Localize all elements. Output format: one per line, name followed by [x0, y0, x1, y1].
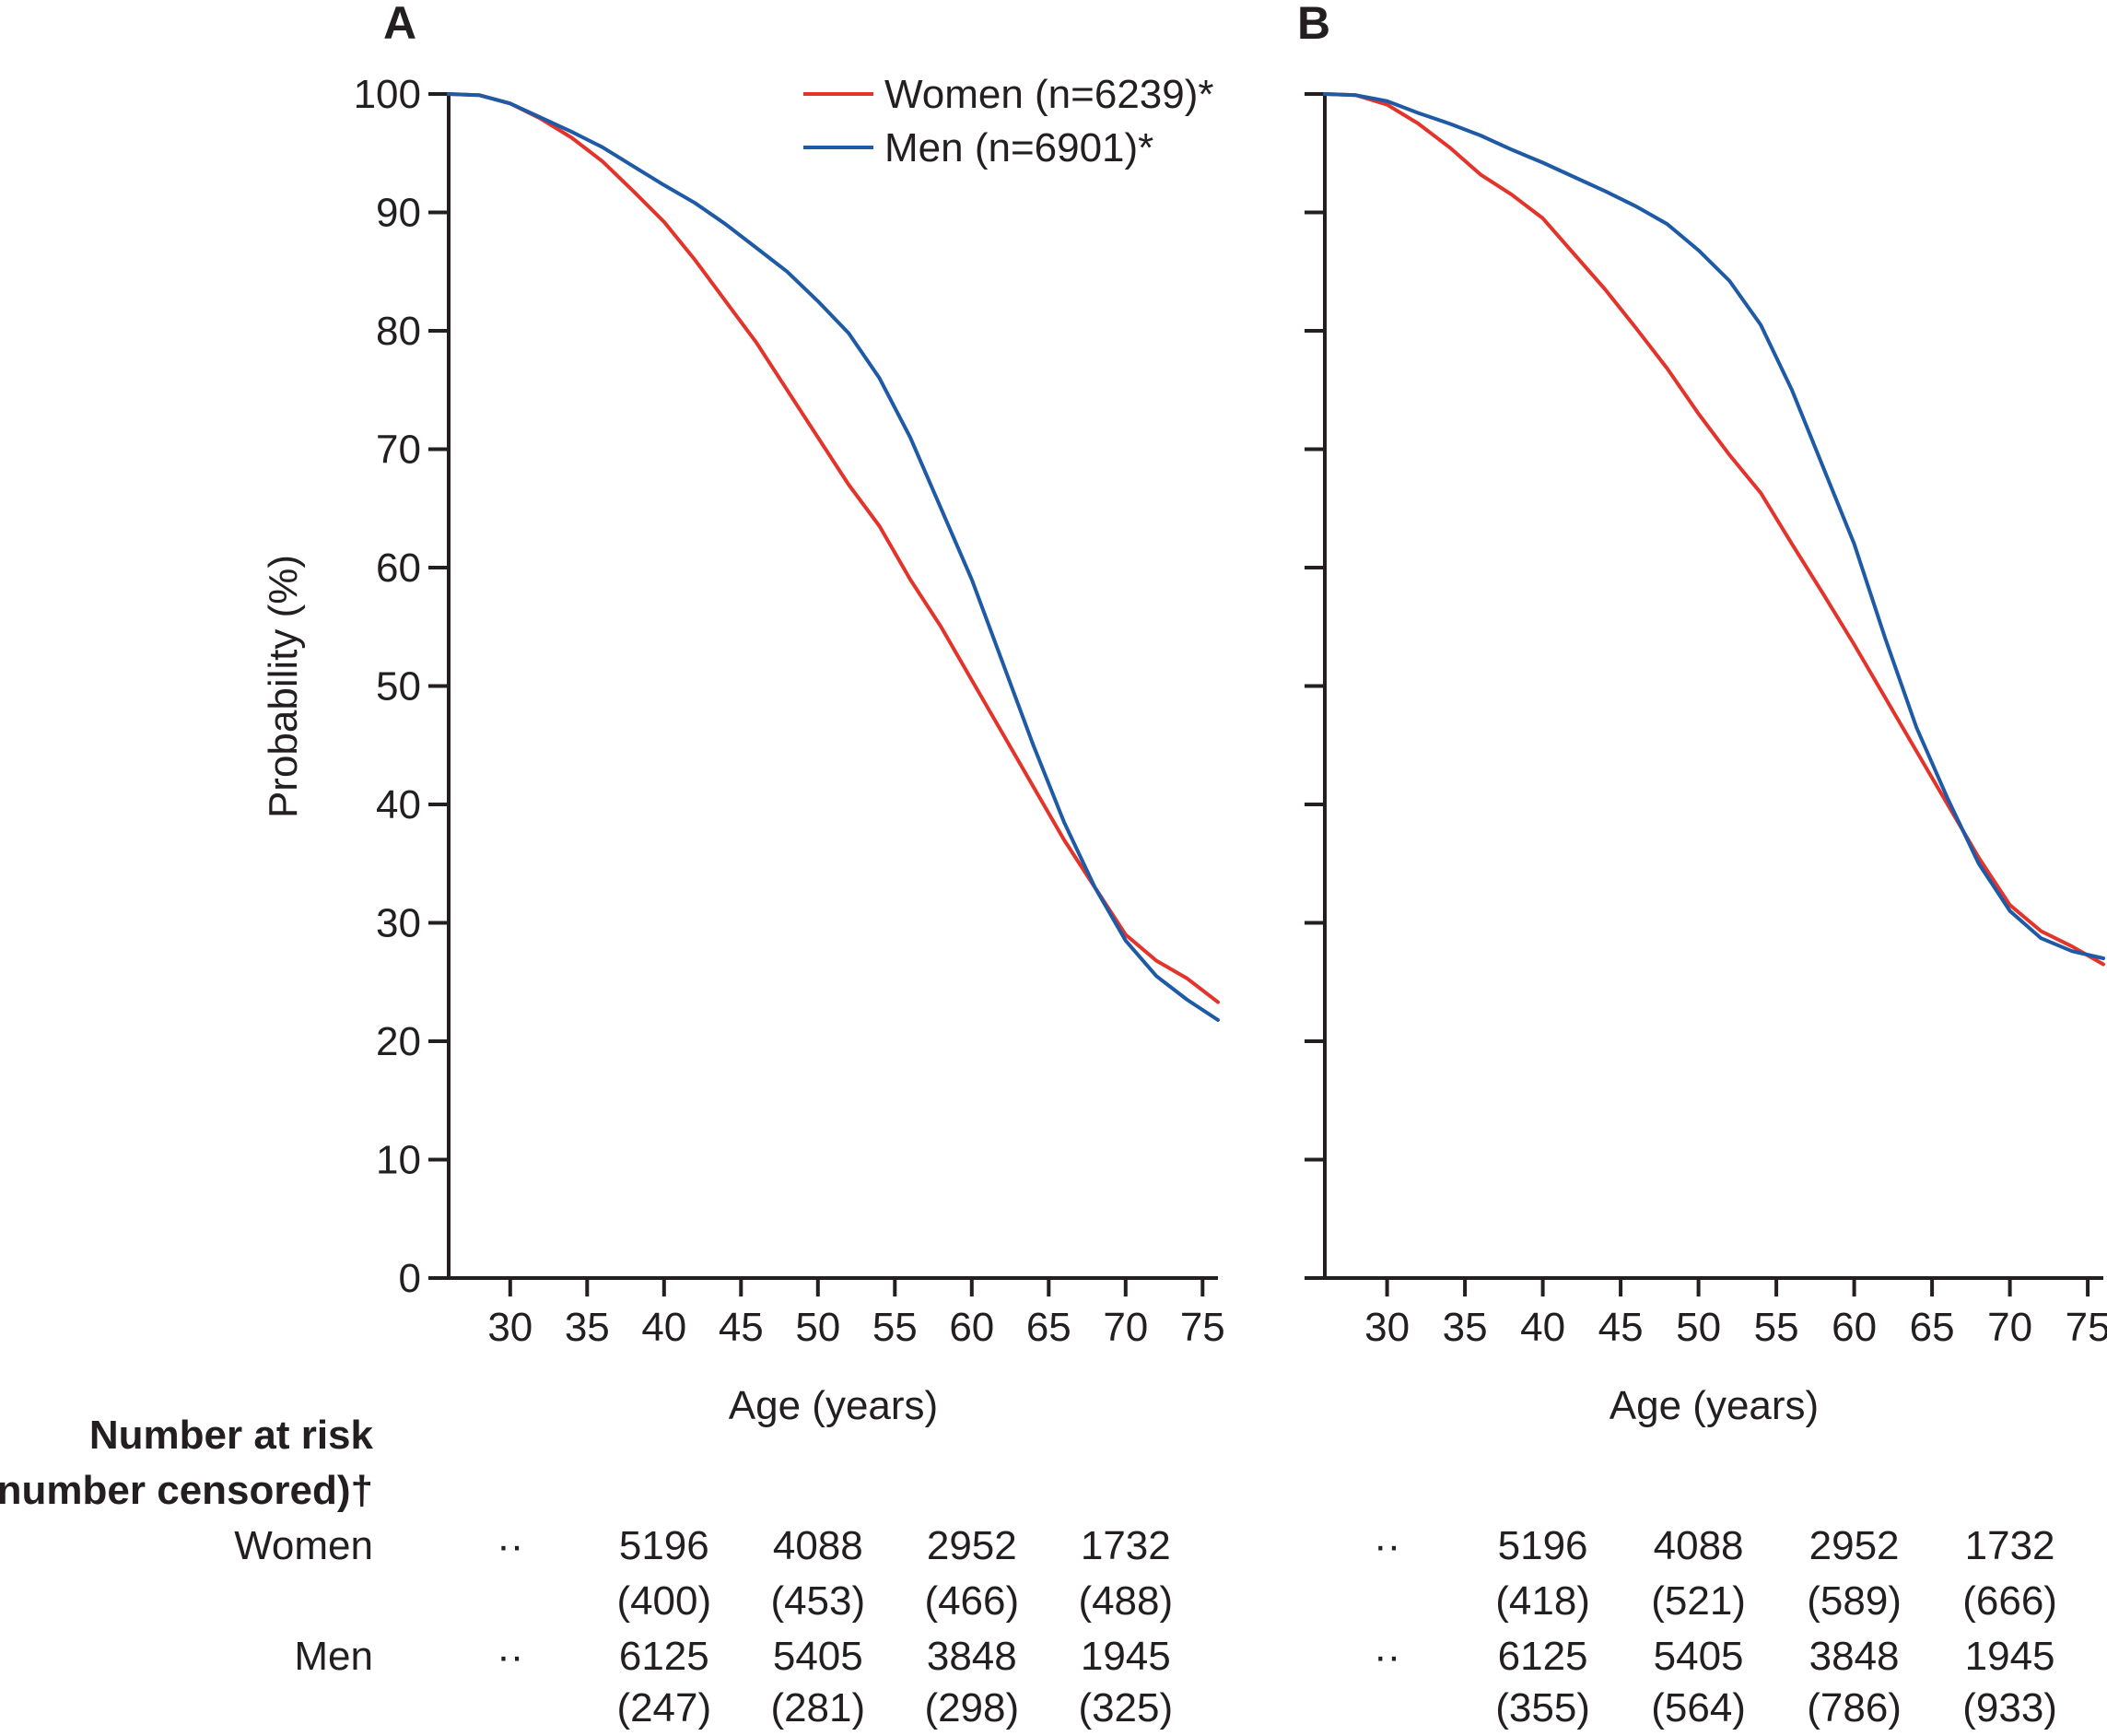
panel-b: B 30 35 40 45 50 55 60 65 70 75 Age (years) ·· 5196 40…	[1297, 0, 2107, 1730]
x-axis-title: Age (years)	[729, 1383, 938, 1428]
panel-letter-a: A	[383, 0, 416, 49]
series-line-women	[447, 92, 1220, 1004]
x-tick-label: 60	[949, 1305, 994, 1350]
legend-label-women: Women (n=6239)*	[884, 72, 1214, 117]
risk-men-censored-value: (933)	[1962, 1685, 2057, 1730]
risk-table-heading-line2: (number censored)†	[0, 1468, 373, 1513]
risk-women-value: ··	[497, 1523, 523, 1568]
x-tick-label: 75	[2066, 1305, 2107, 1350]
x-tick-label: 70	[1103, 1305, 1148, 1350]
risk-men-censored-value: (325)	[1078, 1685, 1173, 1730]
risk-men-value: 1945	[1081, 1634, 1171, 1679]
x-tick-label: 65	[1910, 1305, 1955, 1350]
x-tick-label: 55	[872, 1305, 918, 1350]
y-tick-label: 40	[376, 782, 421, 827]
y-tick-label: 100	[354, 72, 421, 117]
x-tick-label: 45	[1598, 1305, 1644, 1350]
y-tick-label: 60	[376, 545, 421, 591]
risk-women-value: 5196	[1498, 1523, 1588, 1568]
y-tick-label: 90	[376, 191, 421, 236]
risk-men-censored-value: (281)	[770, 1685, 865, 1730]
risk-women-value: ··	[1374, 1523, 1400, 1568]
risk-men-value: 3848	[1809, 1634, 1900, 1679]
x-tick-label: 55	[1754, 1305, 1799, 1350]
x-tick-label: 40	[641, 1305, 686, 1350]
risk-men-value: 6125	[619, 1634, 709, 1679]
risk-women-value: 4088	[773, 1523, 863, 1568]
y-tick-label: 20	[376, 1019, 421, 1064]
risk-women-censored-value: (400)	[616, 1578, 711, 1624]
risk-men-censored-value: (298)	[924, 1685, 1019, 1730]
risk-men-value: 3848	[927, 1634, 1017, 1679]
risk-women-censored-value: (488)	[1078, 1578, 1173, 1624]
series-line-women	[1323, 92, 2105, 967]
risk-men-censored-value: (247)	[616, 1685, 711, 1730]
risk-men-value: 5405	[1654, 1634, 1744, 1679]
x-tick-label: 35	[565, 1305, 610, 1350]
x-tick-label: 75	[1180, 1305, 1225, 1350]
risk-women-censored-value: (466)	[924, 1578, 1019, 1624]
risk-women-value: 1732	[1081, 1523, 1171, 1568]
risk-women-value: 5196	[619, 1523, 709, 1568]
y-tick-label: 0	[399, 1256, 421, 1301]
y-tick-label: 30	[376, 901, 421, 946]
y-tick-label: 10	[376, 1138, 421, 1183]
risk-women-value: 1732	[1965, 1523, 2055, 1568]
risk-women-value: 2952	[927, 1523, 1017, 1568]
risk-table-women-label: Women	[234, 1523, 373, 1568]
risk-men-censored-value: (355)	[1495, 1685, 1590, 1730]
risk-women-value: 4088	[1654, 1523, 1744, 1568]
risk-women-censored-value: (589)	[1807, 1578, 1902, 1624]
x-tick-label: 70	[1987, 1305, 2032, 1350]
risk-table-heading-line1: Number at risk	[89, 1413, 374, 1458]
risk-men-value: 1945	[1965, 1634, 2055, 1679]
x-tick-label: 35	[1443, 1305, 1488, 1350]
risk-men-censored-value: (564)	[1651, 1685, 1746, 1730]
risk-women-censored-value: (666)	[1962, 1578, 2057, 1624]
x-tick-label: 45	[719, 1305, 764, 1350]
x-tick-label: 30	[487, 1305, 533, 1350]
x-tick-label: 30	[1364, 1305, 1410, 1350]
risk-men-value: 5405	[773, 1634, 863, 1679]
series-line-men	[1323, 92, 2105, 960]
panel-letter-b: B	[1297, 0, 1330, 49]
y-axis-title: Probability (%)	[261, 555, 306, 818]
x-tick-label: 50	[1676, 1305, 1721, 1350]
panel-a: A 0 10 20 30 40 50 60 70 80 90 100 30 35 40 45 50 55 60 65 7…	[261, 0, 1225, 1730]
risk-women-censored-value: (418)	[1495, 1578, 1590, 1624]
legend-label-men: Men (n=6901)*	[884, 125, 1153, 170]
x-tick-label: 65	[1026, 1305, 1071, 1350]
x-tick-label: 50	[795, 1305, 840, 1350]
x-tick-label: 60	[1832, 1305, 1877, 1350]
x-axis-title: Age (years)	[1610, 1383, 1819, 1428]
risk-women-censored-value: (453)	[770, 1578, 865, 1624]
risk-men-censored-value: (786)	[1807, 1685, 1902, 1730]
risk-men-value: ··	[497, 1634, 523, 1679]
risk-table-men-label: Men	[294, 1634, 373, 1679]
risk-women-censored-value: (521)	[1651, 1578, 1746, 1624]
y-tick-label: 80	[376, 309, 421, 354]
risk-women-value: 2952	[1809, 1523, 1900, 1568]
risk-men-value: 6125	[1498, 1634, 1588, 1679]
risk-men-value: ··	[1374, 1634, 1400, 1679]
y-tick-label: 70	[376, 428, 421, 473]
y-tick-label: 50	[376, 664, 421, 710]
x-tick-label: 40	[1520, 1305, 1565, 1350]
series-line-men	[447, 92, 1220, 1022]
